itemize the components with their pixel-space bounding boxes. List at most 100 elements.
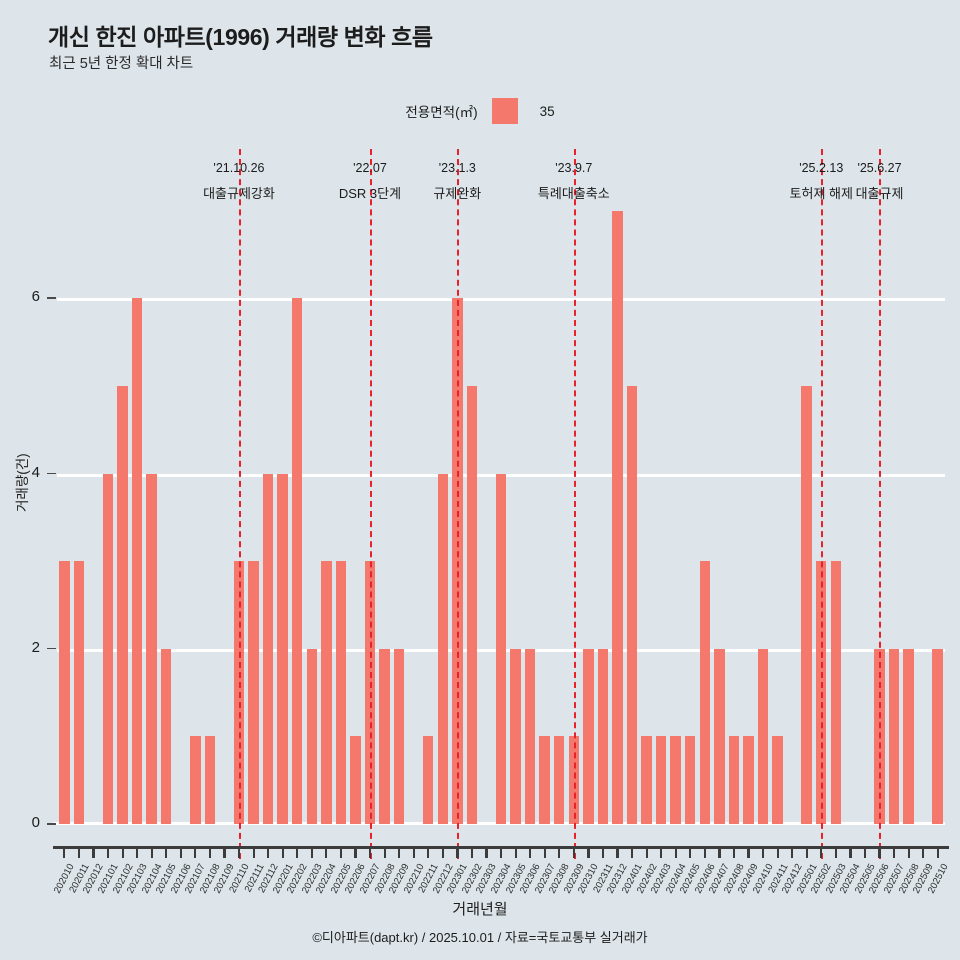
bar[interactable]: [888, 648, 900, 824]
bar[interactable]: [685, 736, 696, 824]
x-axis-tick: [310, 846, 313, 858]
bar[interactable]: [553, 736, 565, 824]
bar[interactable]: [524, 648, 536, 824]
bar[interactable]: [728, 736, 740, 824]
event-name-label: 토허제 해제: [789, 186, 853, 201]
y-axis-tick-label: 6: [31, 288, 40, 306]
bar[interactable]: [73, 561, 85, 824]
bar[interactable]: [321, 561, 332, 824]
event-name-label: 대출규제강화: [203, 186, 275, 201]
page-title: 개신 한진 아파트(1996) 거래량 변화 흐름: [48, 24, 433, 50]
bar[interactable]: [612, 210, 623, 824]
bar[interactable]: [131, 298, 143, 824]
x-axis-tick: [893, 846, 896, 858]
x-axis-tick: [674, 846, 677, 858]
x-axis-tick: [77, 846, 81, 858]
x-axis-tick: [922, 846, 925, 858]
legend-entry-label: 35: [539, 103, 555, 119]
bar[interactable]: [655, 736, 667, 824]
bar[interactable]: [335, 561, 347, 824]
y-axis-tick: [47, 823, 56, 825]
x-axis-tick: [150, 846, 153, 858]
bar[interactable]: [466, 386, 478, 824]
bar[interactable]: [262, 473, 274, 824]
x-axis-tick: [412, 846, 415, 858]
bar[interactable]: [510, 648, 521, 824]
x-axis-tick: [863, 846, 867, 858]
y-axis-tick-label: 2: [31, 638, 40, 656]
x-axis-tick: [762, 846, 765, 858]
bar[interactable]: [248, 561, 259, 824]
bar[interactable]: [932, 648, 943, 824]
footer-credit: ©디아파트(dapt.kr) / 2025.10.01 / 자료=국토교통부 실…: [312, 930, 648, 945]
x-axis-tick: [805, 846, 808, 858]
event-date-label: '23.9.7: [555, 161, 593, 175]
x-axis-tick: [179, 846, 182, 858]
bar[interactable]: [291, 298, 303, 824]
bar[interactable]: [801, 386, 812, 824]
bar[interactable]: [772, 736, 783, 824]
x-axis-tick: [252, 846, 255, 858]
y-axis-tick: [47, 297, 56, 299]
event-marker-line: [821, 149, 824, 859]
bar[interactable]: [102, 473, 114, 824]
bar[interactable]: [539, 736, 550, 824]
bar[interactable]: [583, 648, 594, 824]
event-date-label: '21.10.26: [213, 161, 265, 175]
event-marker-line: [238, 149, 241, 859]
plot-area: [53, 149, 945, 859]
bar[interactable]: [437, 473, 448, 824]
bar[interactable]: [393, 648, 405, 824]
event-date-label: '22.07: [353, 161, 387, 175]
y-axis-title: 거래량(건): [15, 453, 30, 512]
bar[interactable]: [626, 386, 638, 824]
event-date-label: '25.6.27: [857, 161, 902, 175]
bar[interactable]: [146, 473, 157, 824]
bar[interactable]: [306, 648, 317, 824]
x-axis-tick: [820, 846, 823, 858]
bar[interactable]: [568, 736, 579, 824]
bar[interactable]: [59, 561, 70, 824]
x-axis-tick: [660, 846, 663, 858]
bar[interactable]: [743, 736, 754, 824]
bar[interactable]: [160, 648, 172, 824]
x-axis-tick: [383, 846, 386, 858]
bar[interactable]: [190, 736, 201, 824]
bar[interactable]: [757, 648, 769, 824]
event-date-label: '25.2.13: [799, 161, 844, 175]
chart-legend: 전용면적(㎡) 35: [0, 98, 960, 124]
x-axis-tick: [296, 846, 299, 858]
x-axis-tick: [63, 846, 66, 858]
event-marker-line: [879, 149, 882, 859]
bar[interactable]: [597, 648, 609, 824]
event-name-label: DSR 3단계: [338, 186, 402, 201]
x-axis-tick: [878, 846, 881, 858]
bar[interactable]: [379, 648, 390, 824]
bar[interactable]: [350, 736, 361, 824]
x-axis-tick: [470, 846, 474, 858]
bar[interactable]: [277, 473, 288, 824]
legend-title: 전용면적(㎡): [405, 105, 478, 120]
bar[interactable]: [714, 648, 725, 824]
x-axis-tick: [485, 846, 488, 858]
legend-swatch-icon: [491, 98, 518, 124]
bar[interactable]: [204, 736, 216, 824]
bar[interactable]: [641, 736, 652, 824]
bar[interactable]: [495, 473, 507, 824]
event-name-label: 규제완화: [433, 186, 482, 201]
event-date-label: '23.1.3: [438, 161, 476, 175]
bar[interactable]: [670, 736, 681, 824]
bar[interactable]: [699, 561, 711, 824]
event-name-label: 대출규제: [855, 186, 904, 201]
x-axis-tick: [121, 846, 124, 858]
x-axis-tick: [267, 846, 270, 858]
bar[interactable]: [903, 648, 914, 824]
bar[interactable]: [422, 736, 434, 824]
x-axis-tick: [92, 846, 95, 858]
x-axis-tick: [936, 846, 939, 858]
bar[interactable]: [830, 561, 842, 824]
x-axis-title: 거래년월: [452, 901, 508, 918]
x-axis-tick: [427, 846, 430, 858]
bar[interactable]: [117, 386, 128, 824]
